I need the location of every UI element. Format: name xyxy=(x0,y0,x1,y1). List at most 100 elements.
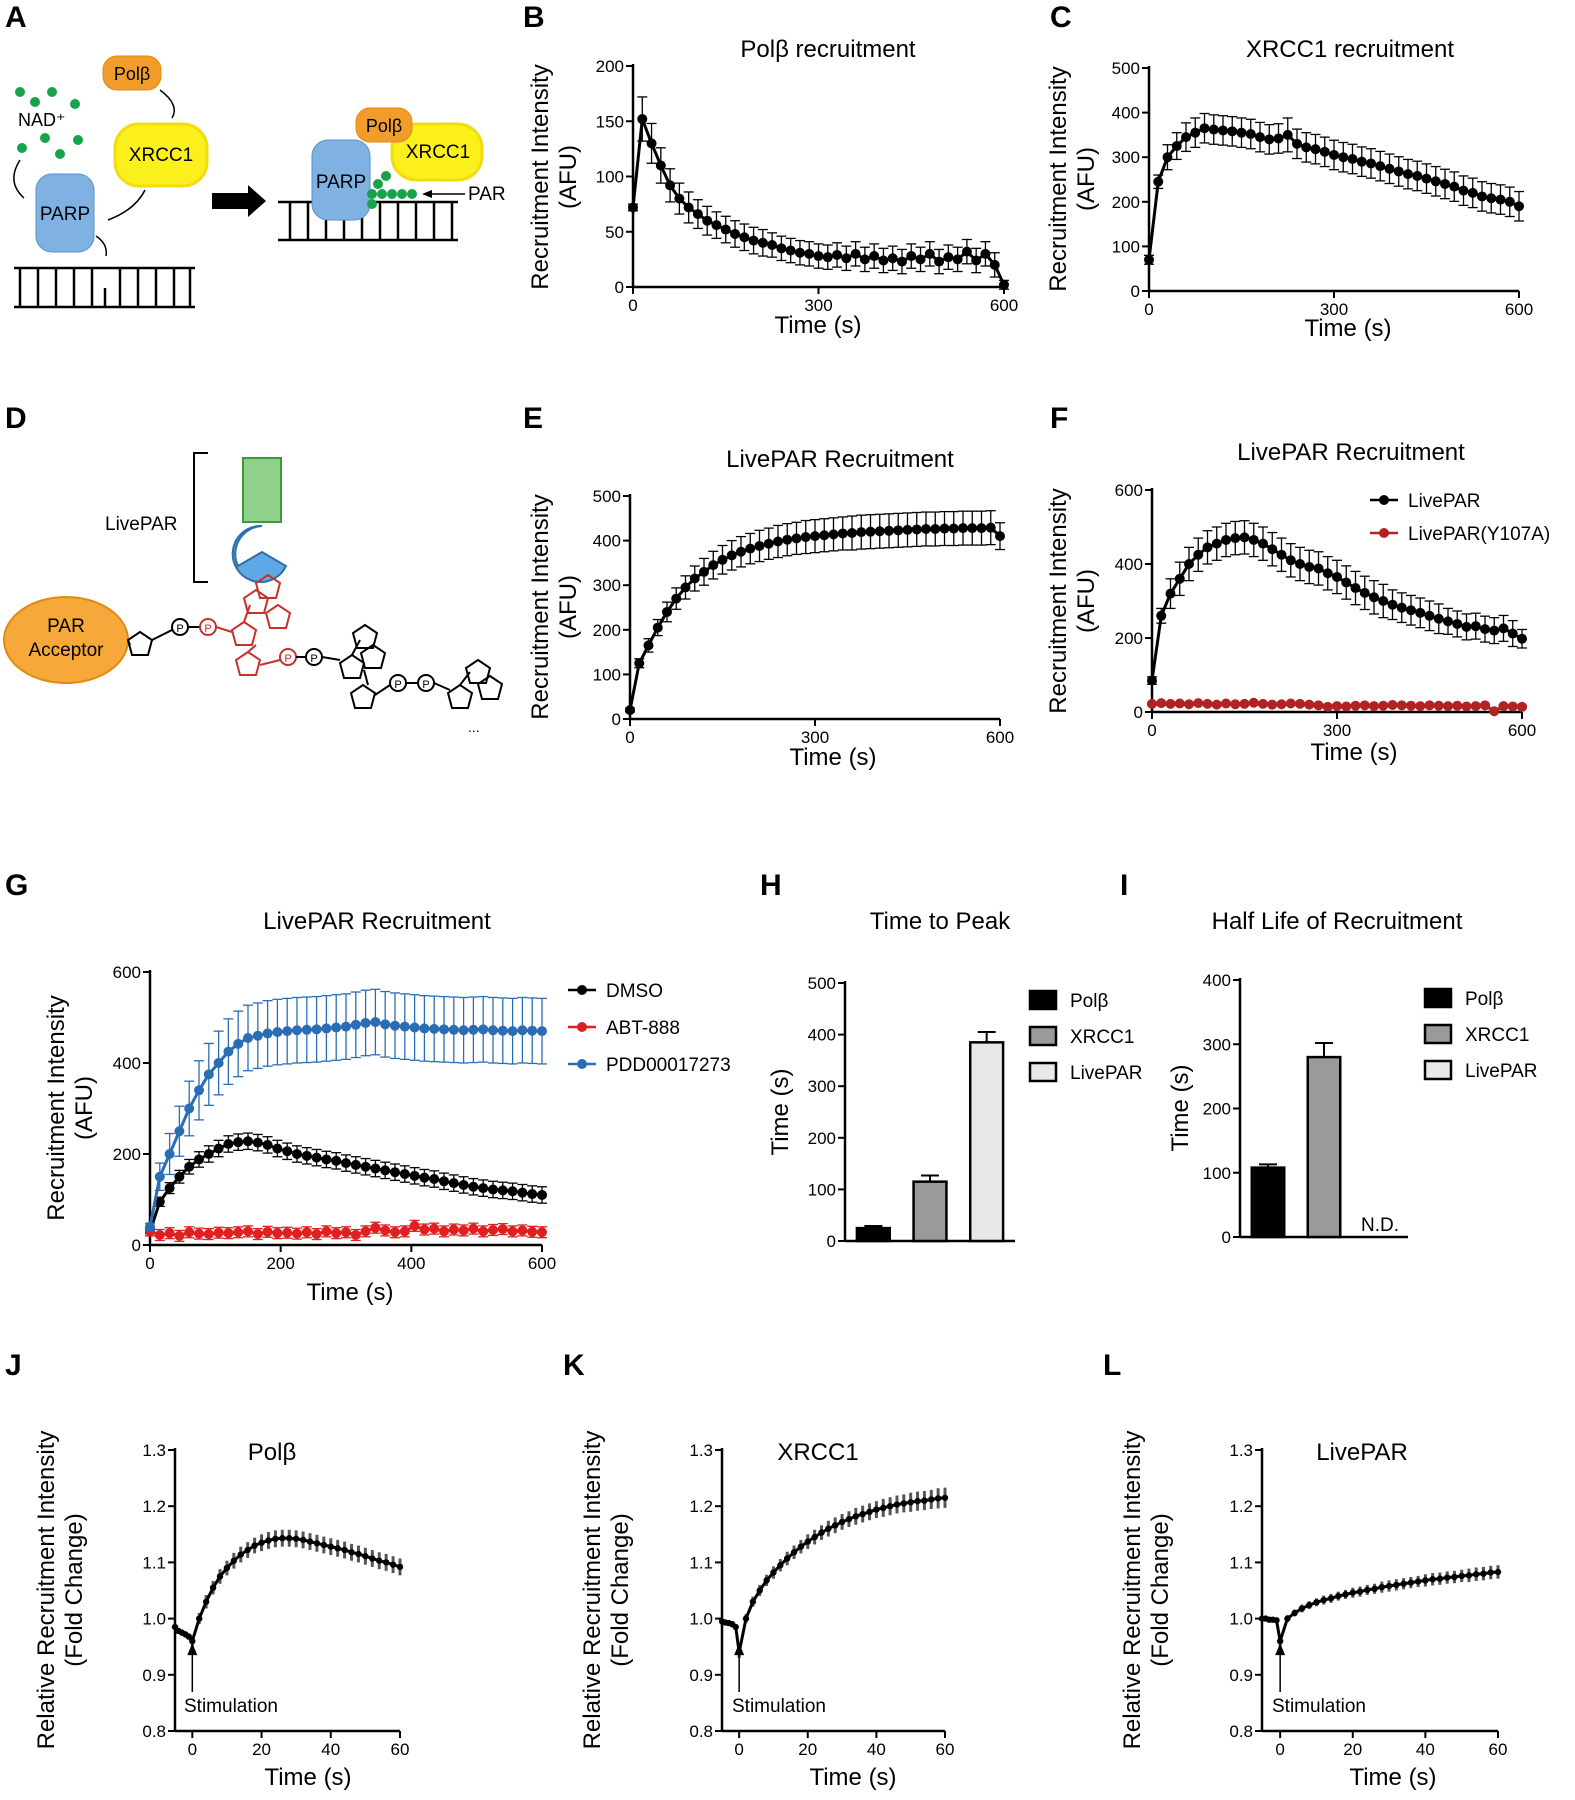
data-point xyxy=(203,1229,214,1240)
data-point xyxy=(311,1024,322,1035)
data-point xyxy=(1341,577,1352,588)
y-tick-label: 0.9 xyxy=(689,1666,713,1685)
x-axis-label: Time (s) xyxy=(306,1279,393,1306)
series-pol- xyxy=(171,1529,404,1647)
y-tick-label: 1.2 xyxy=(1229,1497,1253,1516)
panel-label-c: C xyxy=(1050,1,1072,34)
y-tick-label: 500 xyxy=(1112,59,1140,78)
data-point xyxy=(478,1226,489,1237)
data-point xyxy=(292,1228,302,1239)
y-tick-label: 400 xyxy=(1203,971,1231,990)
panel-label-b: B xyxy=(523,1,545,34)
data-point xyxy=(272,1535,279,1542)
data-point xyxy=(1304,699,1315,710)
data-point xyxy=(409,1220,420,1231)
data-point xyxy=(196,1615,203,1622)
y-tick-label: 500 xyxy=(593,487,621,506)
data-point xyxy=(742,1615,750,1622)
data-point xyxy=(1329,149,1339,160)
data-point xyxy=(1421,173,1432,184)
data-point xyxy=(1162,152,1173,163)
data-point xyxy=(468,1181,479,1192)
data-point xyxy=(1424,610,1435,621)
data-point xyxy=(1473,1571,1480,1578)
data-point xyxy=(1156,698,1167,709)
data-point xyxy=(360,1161,371,1172)
data-point xyxy=(419,1023,430,1034)
data-point xyxy=(1498,701,1509,712)
xrcc1-label: XRCC1 xyxy=(129,145,193,166)
data-point xyxy=(1364,1586,1371,1594)
y-axis-label-unit: (AFU) xyxy=(71,1076,98,1140)
data-point xyxy=(1304,561,1315,572)
data-point xyxy=(804,1538,811,1545)
data-point xyxy=(655,160,666,171)
x-tick-label: 20 xyxy=(1343,1740,1362,1759)
polb-blob xyxy=(102,55,162,91)
legend-label: LivePAR xyxy=(1408,491,1481,512)
y-axis-label: Time (s) xyxy=(1167,1064,1194,1151)
data-point xyxy=(1452,618,1463,629)
data-point xyxy=(887,253,898,264)
data-point xyxy=(1406,605,1416,616)
dna-left xyxy=(14,266,195,309)
data-point xyxy=(154,1171,165,1182)
data-point xyxy=(943,252,954,263)
data-point xyxy=(429,1174,440,1185)
data-point xyxy=(1356,1588,1364,1595)
data-point xyxy=(1498,623,1509,634)
x-tick-label: 600 xyxy=(528,1254,556,1273)
phosphate-3: P xyxy=(284,653,291,665)
chart-c: XRCC1 recruitment 0 100 200 300 400 500 0 300 600… xyxy=(1045,36,1533,342)
data-point xyxy=(749,1598,757,1605)
data-point xyxy=(376,1557,383,1564)
data-point xyxy=(262,1028,273,1039)
data-point xyxy=(900,1500,908,1507)
data-point xyxy=(1422,1577,1429,1584)
y-axis-label: Recruitment Intensity xyxy=(43,995,70,1220)
data-point xyxy=(1393,1581,1400,1589)
data-point xyxy=(1282,129,1293,140)
data-point xyxy=(1322,568,1333,579)
data-point xyxy=(1507,628,1518,639)
data-point xyxy=(754,540,765,551)
data-point xyxy=(1211,699,1222,710)
data-point xyxy=(311,1152,322,1163)
data-point xyxy=(717,554,728,565)
data-point xyxy=(1359,700,1370,711)
data-point xyxy=(1387,699,1398,710)
x-tick-label: 600 xyxy=(1505,300,1533,319)
y-tick-label: 1.1 xyxy=(689,1553,713,1572)
data-point xyxy=(662,606,672,617)
data-point xyxy=(390,1227,400,1238)
phosphate-5: P xyxy=(394,679,401,691)
data-point xyxy=(1514,201,1524,212)
data-point xyxy=(301,1227,312,1238)
data-point xyxy=(1449,181,1460,192)
data-point xyxy=(1258,698,1268,709)
data-point xyxy=(258,1539,265,1546)
data-point xyxy=(478,1183,489,1194)
data-point xyxy=(194,1085,204,1096)
data-point xyxy=(517,1025,528,1036)
y-tick-label: 100 xyxy=(1203,1164,1231,1183)
data-point xyxy=(341,1546,348,1554)
data-point xyxy=(1359,587,1370,598)
data-point xyxy=(1452,700,1463,711)
data-point xyxy=(1332,701,1342,712)
data-point xyxy=(488,1025,498,1036)
data-point xyxy=(921,1497,928,1504)
legend-marker xyxy=(577,1059,587,1069)
data-point xyxy=(914,1497,921,1505)
data-point xyxy=(1313,563,1324,574)
data-point xyxy=(265,1537,272,1544)
legend-label: XRCC1 xyxy=(1465,1025,1529,1046)
data-point xyxy=(941,1494,949,1501)
data-point xyxy=(362,1553,369,1560)
data-point xyxy=(1356,156,1367,167)
data-point xyxy=(1230,533,1241,544)
y-tick-label: 400 xyxy=(593,532,621,551)
data-point xyxy=(390,1167,400,1178)
data-point xyxy=(785,245,796,256)
data-point xyxy=(748,235,759,246)
